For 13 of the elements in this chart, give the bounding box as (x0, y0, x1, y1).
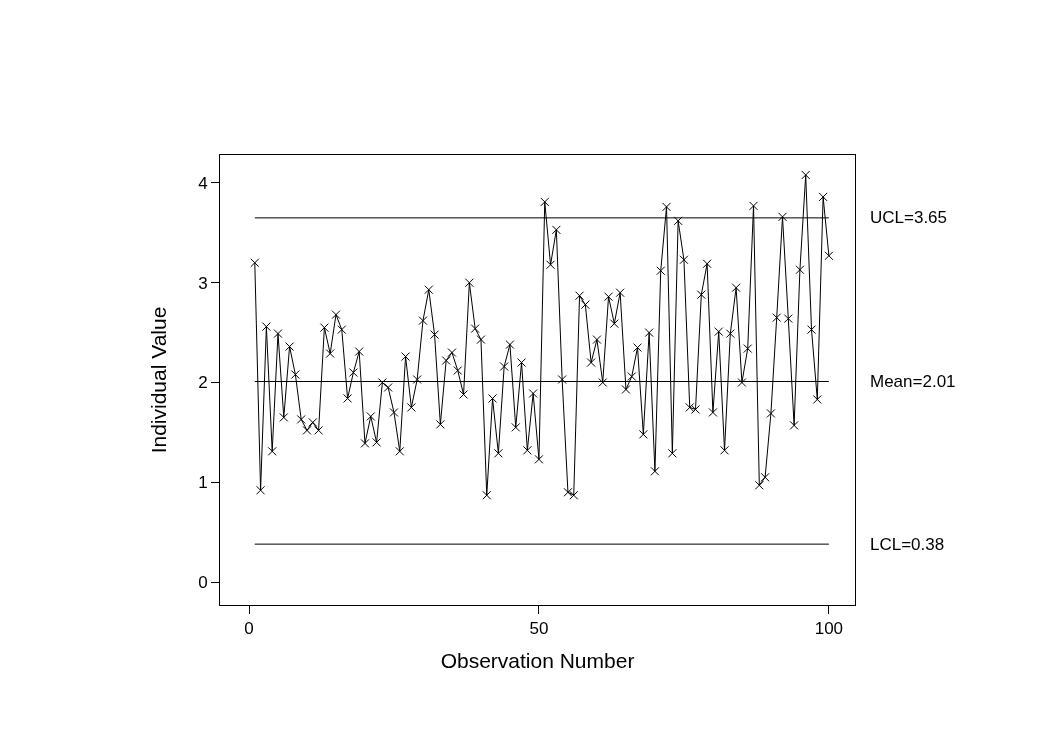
ref-line-label: LCL=0.38 (870, 535, 945, 554)
y-axis-title: Individual Value (147, 306, 171, 454)
ref-line-label: Mean=2.01 (870, 372, 956, 391)
x-tick-label: 50 (529, 619, 549, 639)
x-axis-title: Observation Number (440, 648, 635, 672)
y-tick-label: 3 (198, 273, 208, 293)
y-tick-label: 1 (198, 473, 208, 493)
ref-line-label: UCL=3.65 (870, 208, 948, 227)
y-tick-label: 4 (198, 173, 208, 193)
x-tick-label: 100 (814, 619, 844, 639)
y-tick-label: 0 (198, 573, 208, 592)
y-tick-label: 2 (198, 373, 208, 393)
x-tick-label: 0 (244, 619, 254, 639)
